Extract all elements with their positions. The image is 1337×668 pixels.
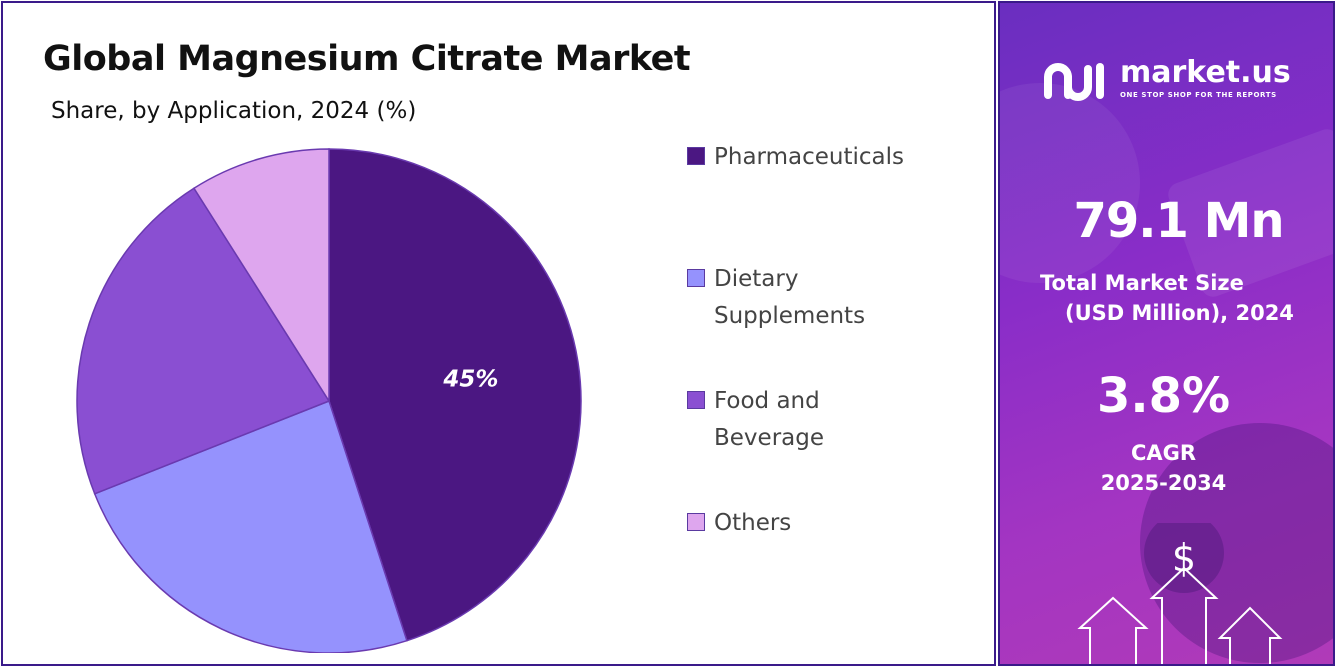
- logo-text: market.us: [1120, 55, 1291, 90]
- logo: market.us ONE STOP SHOP FOR THE REPORTS: [1042, 55, 1312, 115]
- legend-item-food-and-beverage: Food and Beverage: [687, 383, 954, 457]
- legend-swatch: [687, 513, 705, 531]
- logo-tagline: ONE STOP SHOP FOR THE REPORTS: [1120, 91, 1277, 99]
- pie-slice-others: [192, 148, 330, 404]
- pie-slice-pharmaceuticals: [328, 148, 582, 642]
- chart-title: Global Magnesium Citrate Market: [43, 39, 691, 79]
- dollar-sign: $: [1172, 536, 1196, 580]
- market-size-value: 79.1 Mn: [1073, 193, 1284, 249]
- legend-swatch: [687, 147, 705, 165]
- cagr-value: 3.8%: [1096, 368, 1231, 424]
- legend-label: Others: [714, 510, 792, 536]
- legend-label: Dietary: [714, 266, 799, 292]
- data-label-pharmaceuticals: 45%: [442, 367, 498, 393]
- market-us-logo-icon: [1044, 63, 1104, 101]
- cagr-period: 2025-2034: [1100, 471, 1227, 495]
- summary-panel: market.us ONE STOP SHOP FOR THE REPORTS …: [998, 1, 1335, 666]
- legend-label-line2: Supplements: [714, 303, 866, 329]
- legend-item-pharmaceuticals: Pharmaceuticals: [687, 139, 954, 176]
- legend-swatch: [687, 391, 705, 409]
- legend-item-others: Others: [687, 505, 954, 542]
- legend-swatch: [687, 269, 705, 287]
- market-size-label: Total Market Size: [1040, 271, 1244, 295]
- market-size-label-unit: (USD Million), 2024: [1065, 301, 1294, 325]
- chart-panel: Global Magnesium Citrate Market Share, b…: [1, 1, 996, 666]
- growth-arrows-icon: $: [1077, 523, 1283, 664]
- chart-subtitle: Share, by Application, 2024 (%): [51, 98, 417, 124]
- legend-item-dietary-supplements: Dietary Supplements: [687, 261, 954, 335]
- pie-slice-dietary-supplements: [93, 400, 408, 653]
- pie-slice-food-and-beverage: [76, 187, 331, 495]
- pie-chart: 45%: [76, 148, 582, 653]
- legend-label: Pharmaceuticals: [714, 144, 904, 170]
- background-shape: [1140, 423, 1333, 663]
- legend-label-line2: Beverage: [714, 425, 824, 451]
- legend-label: Food and: [714, 388, 820, 414]
- cagr-label: CAGR: [1130, 441, 1197, 465]
